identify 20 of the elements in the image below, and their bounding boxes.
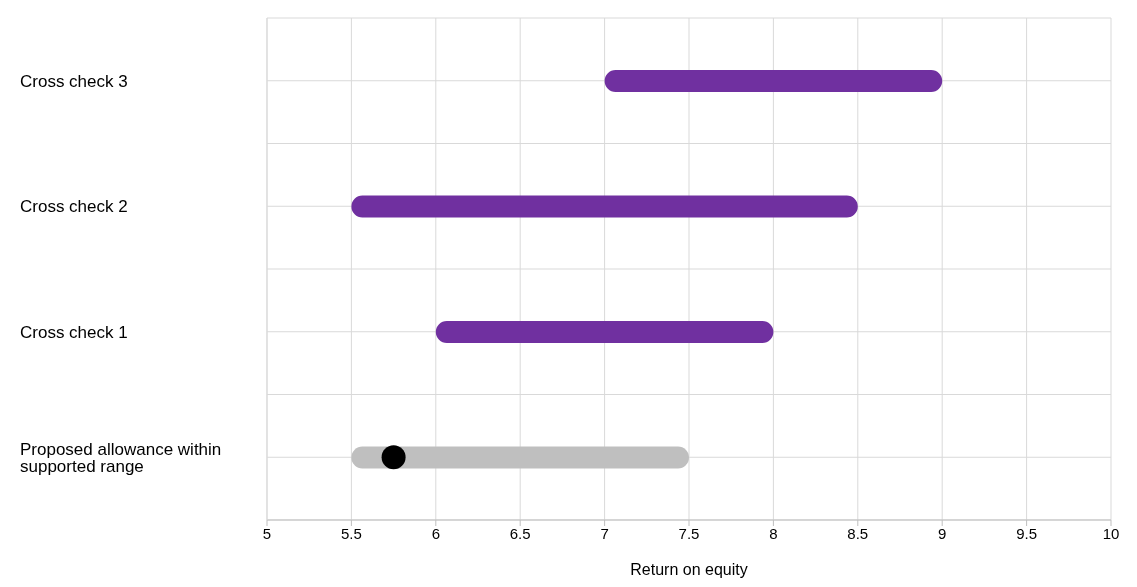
x-tick-label: 10	[1102, 524, 1120, 542]
x-axis-title: Return on equity	[630, 561, 748, 578]
y-tick-label: Proposed allowance within supported range	[20, 439, 222, 476]
x-tick-label: 5	[262, 524, 272, 542]
x-tick-label: 9.5	[1016, 524, 1038, 542]
x-tick-label: 7.5	[678, 524, 700, 542]
bar	[435, 321, 774, 343]
x-tick-label: 8.5	[847, 524, 869, 542]
x-tick-label: 6.5	[509, 524, 531, 542]
y-tick-label: Cross check 1	[20, 322, 128, 342]
x-tick-label: 7	[600, 524, 609, 542]
bar	[351, 195, 858, 218]
y-tick-label: Cross check 2	[20, 197, 128, 217]
x-tick-label: 5.5	[340, 524, 362, 542]
x-tick-label: 9	[938, 524, 947, 542]
x-tick-label: 6	[431, 524, 440, 542]
y-tick-label: Cross check 3	[20, 71, 128, 91]
x-tick-label: 8	[769, 524, 778, 542]
bar	[351, 446, 689, 469]
bar	[604, 70, 943, 92]
